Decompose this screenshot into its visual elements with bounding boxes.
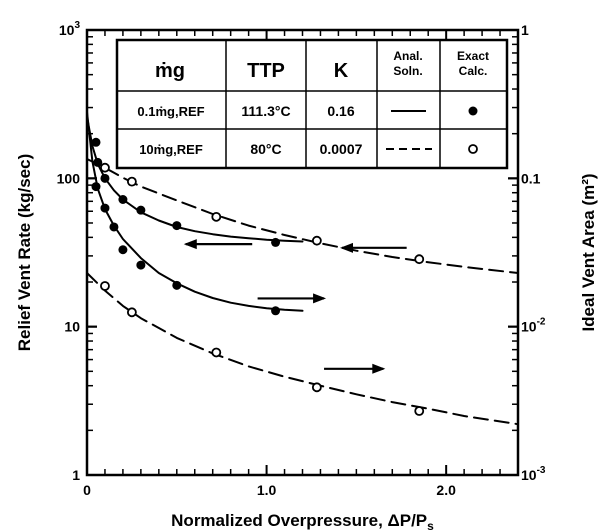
legend-row1-mg: 0.1ṁg,REF xyxy=(137,104,204,119)
data-point-open xyxy=(211,347,222,358)
data-point-filled xyxy=(100,203,110,213)
legend-header-anal-1: Anal. xyxy=(393,49,422,63)
x-axis-title: Normalized Overpressure, ΔP/Ps xyxy=(171,511,434,531)
data-point-open xyxy=(100,281,110,291)
legend-header-exact-1: Exact xyxy=(457,49,489,63)
data-point-filled xyxy=(136,205,146,215)
data-point-open xyxy=(211,211,222,222)
y-right-tick-label: 10-2 xyxy=(521,317,546,335)
y-right-tick-label: 1 xyxy=(521,22,529,38)
series-line-1 xyxy=(86,115,304,243)
data-point-open xyxy=(126,176,137,187)
y-right-tick-label: 10-3 xyxy=(521,465,546,483)
series-line-2 xyxy=(86,111,304,312)
legend-header-anal-2: Soln. xyxy=(393,64,422,78)
legend-row2-k: 0.0007 xyxy=(320,141,363,157)
x-tick-label: 0 xyxy=(83,482,91,498)
arrow-left-head xyxy=(340,242,354,253)
series-line-4 xyxy=(86,272,519,426)
tick-labels-layer: 0 1.0 2.0 1 10 100 103 10-3 10-2 0.1 1 xyxy=(57,20,546,498)
y-axis-right-title: Ideal Vent Area (m²) xyxy=(579,173,598,331)
data-point-open xyxy=(311,382,322,393)
y-left-tick-label: 1 xyxy=(72,467,80,483)
data-point-open xyxy=(414,406,425,416)
data-point-filled xyxy=(172,280,182,290)
series-line-3 xyxy=(86,158,519,274)
legend-header-ttp: TTP xyxy=(247,60,285,82)
legend-row1-ttp: 111.3°C xyxy=(241,103,290,119)
y-left-tick-label: 103 xyxy=(59,20,81,38)
data-point-open xyxy=(100,162,110,173)
data-point-open xyxy=(414,254,425,265)
arrow-right-head xyxy=(313,293,327,304)
annotation-arrows xyxy=(183,239,407,374)
series-layer xyxy=(86,111,519,426)
legend-row1-k: 0.16 xyxy=(327,103,354,119)
data-point-filled xyxy=(271,306,281,316)
data-point-filled xyxy=(271,237,281,247)
legend-row2-mg: 10ṁg,REF xyxy=(139,142,203,157)
legend-row2-ttp: 80°C xyxy=(250,141,281,157)
data-point-filled xyxy=(91,182,101,192)
legend-box xyxy=(115,38,509,170)
data-point-filled xyxy=(100,173,110,183)
x-tick-label: 2.0 xyxy=(436,482,456,498)
data-point-filled xyxy=(91,137,101,147)
legend-header-exact-2: Calc. xyxy=(459,64,488,78)
data-point-filled xyxy=(118,194,128,204)
y-axis-left-title: Relief Vent Rate (kg/sec) xyxy=(15,154,34,351)
data-point-filled xyxy=(136,260,146,270)
data-point-open xyxy=(126,307,137,318)
legend: ṁg TTP K Anal. Soln. Exact Calc. 0.1ṁg,R… xyxy=(115,38,509,170)
data-point-open xyxy=(311,235,322,246)
y-left-tick-label: 100 xyxy=(57,170,81,186)
data-point-filled xyxy=(172,221,182,231)
data-point-filled xyxy=(118,245,128,255)
y-right-tick-label: 0.1 xyxy=(521,170,541,186)
plot-frame xyxy=(85,28,520,477)
arrow-right-head xyxy=(372,363,386,374)
legend-filled-marker xyxy=(468,106,478,116)
x-tick-label: 1.0 xyxy=(257,482,277,498)
legend-open-marker xyxy=(468,144,478,154)
data-point-filled xyxy=(109,222,119,232)
legend-header-k: K xyxy=(334,60,349,82)
legend-header-mg: ṁg xyxy=(155,60,185,82)
arrow-left-head xyxy=(183,239,197,250)
y-left-tick-label: 10 xyxy=(64,319,80,335)
